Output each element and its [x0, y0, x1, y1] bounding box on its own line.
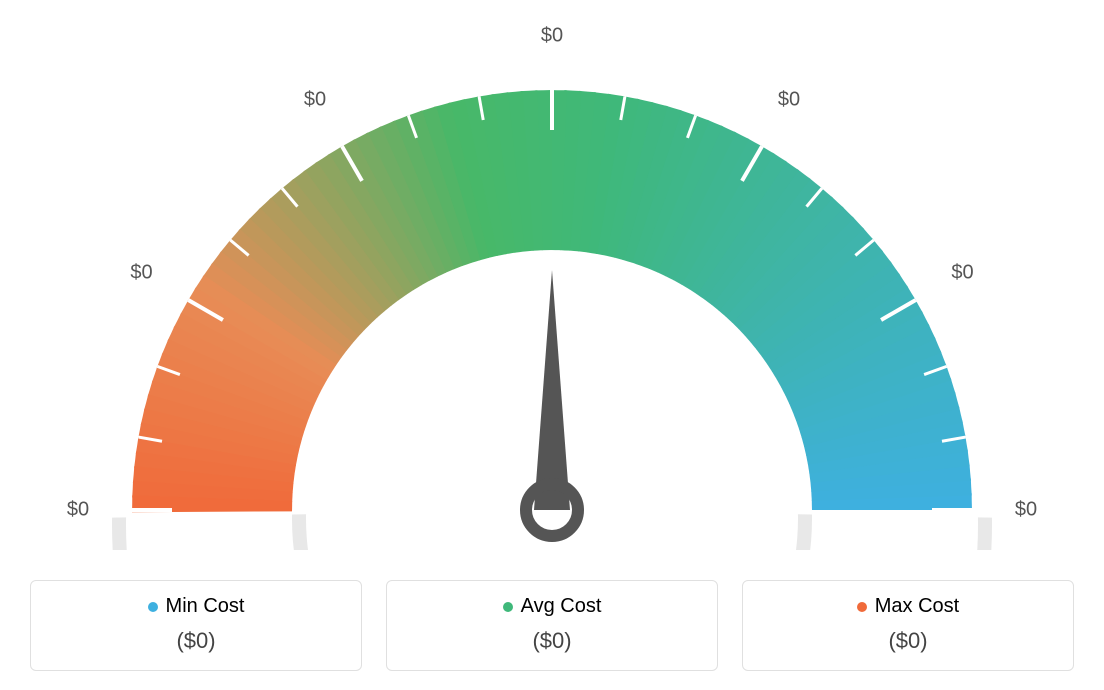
dot-icon: [857, 602, 867, 612]
legend-card-min: Min Cost ($0): [30, 580, 362, 671]
gauge-tick-label: $0: [1015, 499, 1037, 522]
dot-icon: [148, 602, 158, 612]
legend-card-avg: Avg Cost ($0): [386, 580, 718, 671]
legend-row: Min Cost ($0) Avg Cost ($0) Max Cost ($0…: [20, 580, 1084, 671]
legend-title-min: Min Cost: [148, 595, 245, 618]
gauge-chart: $0 $0 $0 $0 $0 $0 $0: [20, 20, 1084, 550]
gauge-tick-label: $0: [951, 262, 973, 285]
gauge-tick-label: $0: [304, 88, 326, 111]
legend-label: Avg Cost: [521, 595, 602, 618]
legend-title-max: Max Cost: [857, 595, 959, 618]
legend-value: ($0): [387, 628, 717, 654]
legend-label: Max Cost: [875, 595, 959, 618]
gauge-tick-label: $0: [541, 25, 563, 48]
dot-icon: [503, 602, 513, 612]
gauge-svg: [20, 20, 1084, 550]
gauge-tick-label: $0: [778, 88, 800, 111]
gauge-tick-label: $0: [67, 499, 89, 522]
gauge-tick-label: $0: [130, 262, 152, 285]
legend-card-max: Max Cost ($0): [742, 580, 1074, 671]
legend-value: ($0): [31, 628, 361, 654]
legend-label: Min Cost: [166, 595, 245, 618]
legend-title-avg: Avg Cost: [503, 595, 602, 618]
legend-value: ($0): [743, 628, 1073, 654]
